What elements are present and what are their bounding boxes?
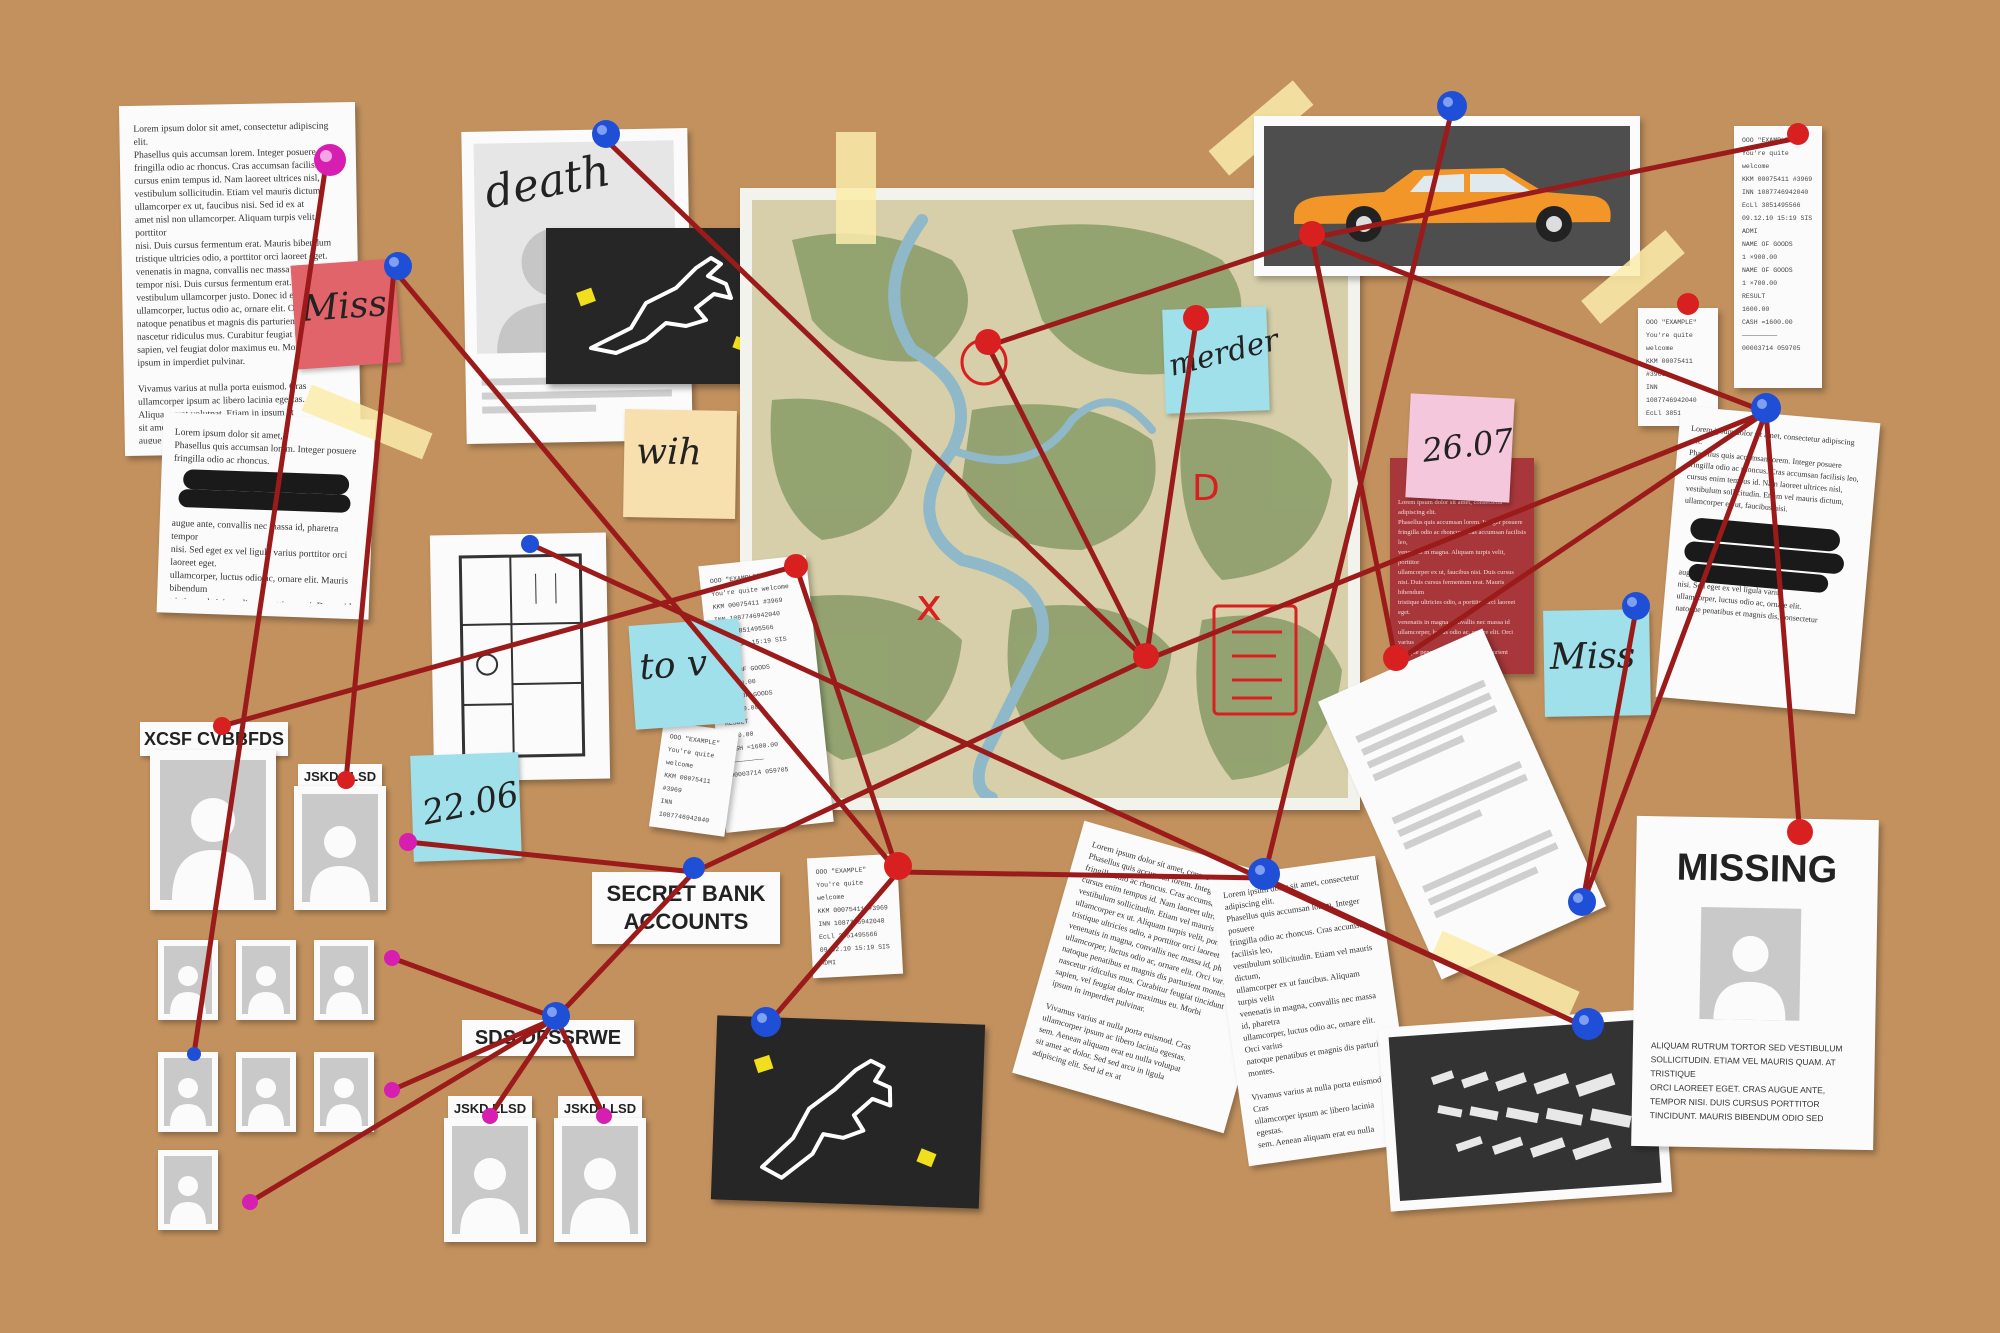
pins <box>187 91 1813 1210</box>
person-silhouette-icon <box>170 1078 206 1126</box>
pin-magenta-icon <box>482 1108 498 1124</box>
suspect-photo-large <box>150 750 276 910</box>
crime-scene-card-bottom <box>710 1015 986 1209</box>
pin-red-icon <box>1299 221 1325 247</box>
pin-red-icon <box>784 554 808 578</box>
car-icon <box>1294 168 1611 242</box>
pin-red-icon <box>1383 645 1409 671</box>
person-silhouette-icon <box>310 826 370 902</box>
pin-red-icon <box>1133 643 1159 669</box>
pin-blue-icon <box>1622 592 1650 620</box>
pin-blue-icon <box>1568 888 1596 916</box>
small-photo <box>236 940 296 1020</box>
pin-magenta-icon <box>399 833 417 851</box>
person-silhouette-icon <box>248 1078 284 1126</box>
body-outline-icon <box>753 1054 937 1180</box>
map-letter-d: D <box>1192 468 1220 509</box>
pin-blue-icon <box>1572 1008 1604 1040</box>
tape-strip <box>836 132 876 244</box>
small-photo <box>158 1052 218 1132</box>
pin-red-icon <box>1787 123 1809 145</box>
pin-magenta-icon <box>596 1108 612 1124</box>
map-drawing: x D <box>752 200 1348 804</box>
document-sketch-icon <box>1212 604 1298 716</box>
receipt-top-right: OOO "EXAMPLE" You're quite welcome KKM 0… <box>1734 126 1822 388</box>
person-silhouette-icon <box>460 1158 520 1234</box>
pin-red-icon <box>337 771 355 789</box>
pin-magenta-icon <box>384 950 400 966</box>
pin-blue-icon <box>751 1007 781 1037</box>
pin-blue-icon <box>1751 393 1781 423</box>
pin-blue-icon <box>1437 91 1467 121</box>
small-photo <box>314 1052 374 1132</box>
pin-magenta-icon <box>314 144 346 176</box>
small-photo <box>314 940 374 1020</box>
pin-red-icon <box>1183 305 1209 331</box>
pin-blue-icon <box>592 120 620 148</box>
person-silhouette-icon <box>1713 935 1786 1021</box>
small-photo <box>236 1052 296 1132</box>
suspect-photo-jskd-3 <box>554 1118 646 1242</box>
person-silhouette-icon <box>570 1158 630 1234</box>
person-silhouette-icon <box>172 798 254 900</box>
pin-blue-icon <box>187 1047 201 1061</box>
suspect-photo-jskd-1 <box>294 786 386 910</box>
pin-red-icon <box>975 329 1001 355</box>
pin-red-icon <box>884 852 912 880</box>
pin-blue-icon <box>384 252 412 280</box>
tire-track-icon <box>1430 1070 1632 1161</box>
pin-blue-icon <box>521 535 539 553</box>
pin-blue-icon <box>542 1002 570 1030</box>
tire-track-frame <box>1388 1019 1662 1201</box>
missing-poster: MISSING ALIQUAM RUTRUM TORTOR SED VESTIB… <box>1631 815 1879 1151</box>
map-cross-mark: x <box>916 580 942 631</box>
person-silhouette-icon <box>170 1176 206 1224</box>
pin-magenta-icon <box>242 1194 258 1210</box>
pin-magenta-icon <box>384 1082 400 1098</box>
person-silhouette-icon <box>326 966 362 1014</box>
pin-blue-icon <box>683 857 705 879</box>
person-silhouette-icon <box>326 1078 362 1126</box>
pin-red-icon <box>213 717 231 735</box>
pin-blue-icon <box>1248 858 1280 890</box>
person-silhouette-icon <box>170 966 206 1014</box>
person-silhouette-icon <box>248 966 284 1014</box>
pin-red-icon <box>1677 293 1699 315</box>
pin-red-icon <box>1787 819 1813 845</box>
small-photo <box>158 1150 218 1230</box>
suspect-photo-jskd-2 <box>444 1118 536 1242</box>
small-photo-grid <box>158 940 378 1230</box>
missing-person-photo <box>1699 907 1802 1021</box>
receipt-text: OOO "EXAMPLE" You're quite welcome KKM 0… <box>1742 137 1813 352</box>
string-lines <box>191 107 1803 1205</box>
tire-track-photo <box>1377 1008 1673 1212</box>
